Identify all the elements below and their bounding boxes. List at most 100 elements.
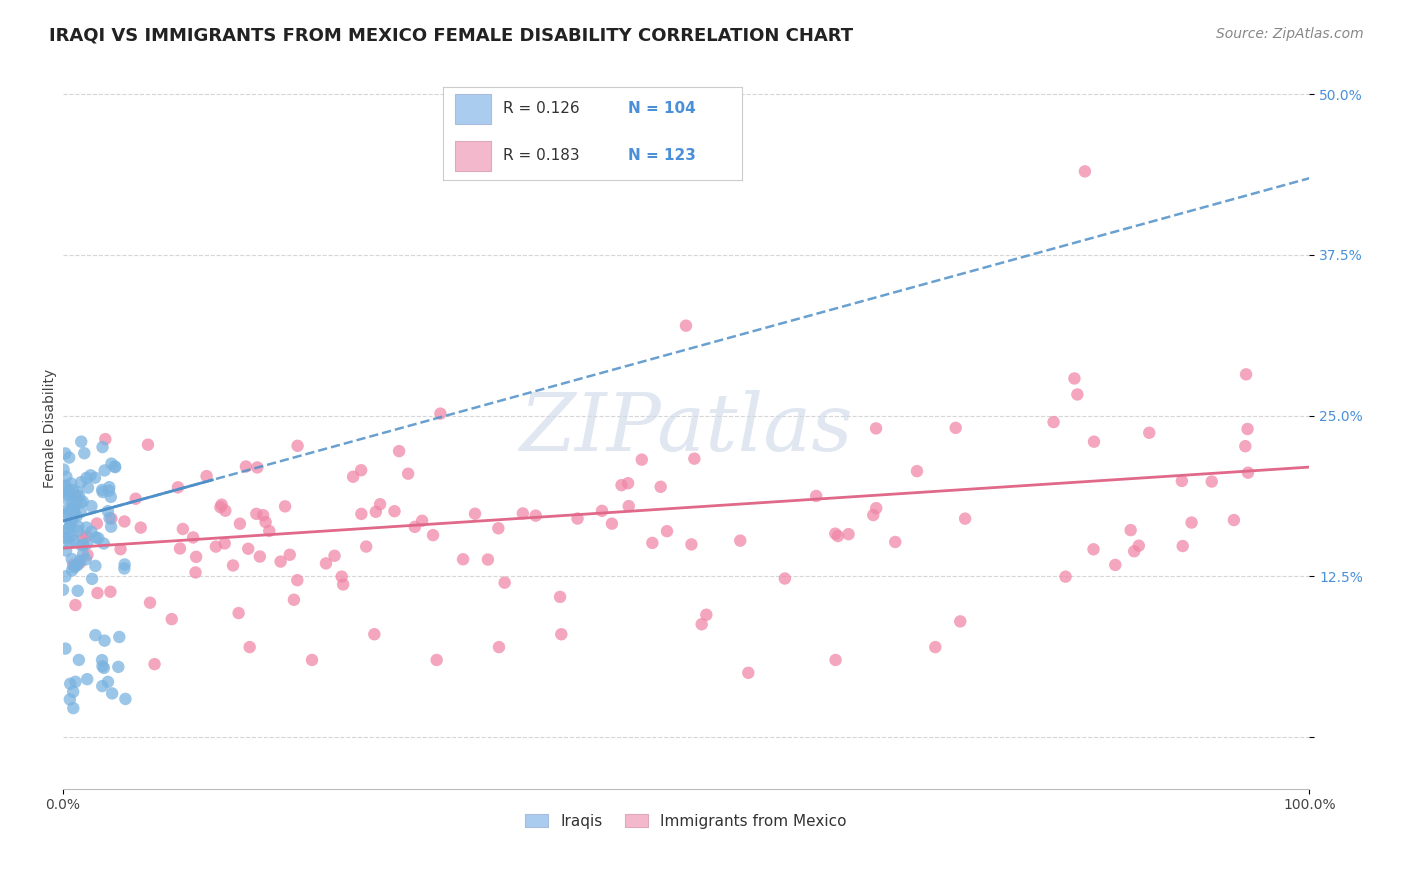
Point xyxy=(464,507,486,521)
Point xyxy=(650,480,672,494)
Point xyxy=(62,533,84,548)
Point xyxy=(1042,415,1064,429)
Point xyxy=(350,507,373,521)
Point xyxy=(124,491,146,506)
Point xyxy=(65,558,87,573)
Point xyxy=(93,661,115,675)
Point xyxy=(214,536,236,550)
Point xyxy=(259,524,281,538)
Point xyxy=(806,489,828,503)
Point xyxy=(72,547,94,561)
Point xyxy=(728,533,751,548)
Point xyxy=(80,572,103,586)
Point xyxy=(1119,523,1142,537)
Point xyxy=(58,489,80,503)
Point xyxy=(228,606,250,620)
Point xyxy=(285,573,308,587)
Point xyxy=(112,561,135,575)
Point xyxy=(66,583,89,598)
Point xyxy=(384,504,406,518)
Point xyxy=(924,640,946,654)
Point xyxy=(884,535,907,549)
Point xyxy=(70,475,93,490)
Point xyxy=(67,489,90,503)
Point xyxy=(108,630,131,644)
Point xyxy=(617,499,640,513)
Point xyxy=(62,558,84,572)
Point xyxy=(488,640,510,654)
Point xyxy=(949,615,972,629)
Point xyxy=(953,511,976,525)
Point xyxy=(681,537,703,551)
Point xyxy=(55,469,77,483)
Point xyxy=(53,491,76,505)
Point xyxy=(245,507,267,521)
Point xyxy=(342,469,364,483)
Point xyxy=(1171,474,1194,488)
Point xyxy=(59,502,82,516)
Point xyxy=(827,529,849,543)
Point xyxy=(86,586,108,600)
Point xyxy=(1234,439,1257,453)
Point xyxy=(69,554,91,568)
Point xyxy=(93,633,115,648)
Point xyxy=(249,549,271,564)
Point xyxy=(110,542,132,557)
Point xyxy=(773,572,796,586)
Point xyxy=(1063,371,1085,385)
Point xyxy=(101,686,124,700)
Point xyxy=(160,612,183,626)
Point xyxy=(323,549,346,563)
Text: Source: ZipAtlas.com: Source: ZipAtlas.com xyxy=(1216,27,1364,41)
Point xyxy=(100,490,122,504)
Point xyxy=(69,495,91,509)
Point xyxy=(56,531,79,545)
Point xyxy=(79,468,101,483)
Point xyxy=(550,627,572,641)
Point xyxy=(167,480,190,494)
Point xyxy=(477,552,499,566)
Point xyxy=(98,483,121,498)
Point xyxy=(63,503,86,517)
Point xyxy=(865,501,887,516)
Point xyxy=(84,558,107,573)
Point xyxy=(100,457,122,471)
Point xyxy=(368,497,391,511)
Point xyxy=(246,460,269,475)
Point xyxy=(824,653,846,667)
Point xyxy=(567,511,589,525)
Point xyxy=(56,501,79,516)
Point xyxy=(76,548,98,562)
Point xyxy=(136,438,159,452)
Point xyxy=(690,617,713,632)
Point xyxy=(1054,569,1077,583)
Point xyxy=(1083,434,1105,449)
Point xyxy=(65,674,87,689)
Point xyxy=(87,531,110,545)
Point xyxy=(69,505,91,519)
Point xyxy=(737,665,759,680)
Point xyxy=(239,640,262,654)
Point xyxy=(114,515,136,529)
Point xyxy=(59,515,82,529)
Point xyxy=(1236,422,1258,436)
Point xyxy=(66,485,89,500)
Point xyxy=(1201,475,1223,489)
Point xyxy=(548,590,571,604)
Point xyxy=(56,522,79,536)
Point xyxy=(62,701,84,715)
Point xyxy=(104,460,127,475)
Point xyxy=(169,541,191,556)
Point xyxy=(287,439,309,453)
Point xyxy=(283,592,305,607)
Point xyxy=(66,524,89,538)
Point xyxy=(62,510,84,524)
Point xyxy=(55,569,77,583)
Point xyxy=(70,434,93,449)
Point xyxy=(60,552,83,566)
Point xyxy=(195,469,218,483)
Point xyxy=(1128,539,1150,553)
Point xyxy=(945,421,967,435)
Point xyxy=(315,557,337,571)
Point xyxy=(107,660,129,674)
